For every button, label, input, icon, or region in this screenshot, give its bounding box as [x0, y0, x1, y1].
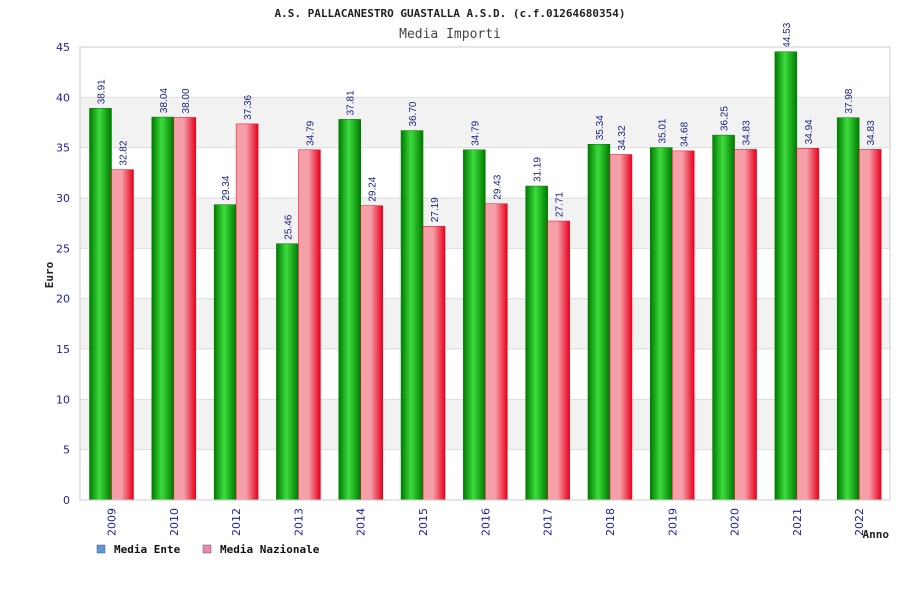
- background-band: [80, 97, 890, 148]
- data-label-media-ente-2020: 36.25: [720, 106, 731, 131]
- bar-media-ente-2021: [774, 51, 798, 501]
- bar-media-nazionale-2018: [609, 154, 633, 501]
- legend: Media Ente Media Nazionale: [96, 543, 320, 556]
- bar-media-ente-2020: [712, 134, 735, 501]
- data-label-media-nazionale-2022: 34.83: [866, 120, 877, 145]
- data-label-media-nazionale-2020: 34.83: [742, 120, 753, 145]
- x-tick-label-2022: 2022: [853, 508, 866, 536]
- data-label-media-nazionale-2019: 34.68: [679, 121, 690, 146]
- bar-media-ente-2014: [338, 119, 361, 501]
- bar-media-nazionale-2013: [298, 149, 321, 501]
- data-label-media-ente-2019: 35.01: [657, 118, 668, 143]
- bar-media-ente-2017: [525, 185, 548, 501]
- data-label-media-nazionale-2010: 38.00: [181, 88, 192, 113]
- bar-media-nazionale-2020: [734, 149, 757, 501]
- data-label-media-ente-2015: 36.70: [408, 101, 419, 126]
- data-label-media-ente-2013: 25.46: [283, 214, 294, 239]
- x-tick-label-2014: 2014: [355, 508, 368, 536]
- bar-media-nazionale-2014: [360, 205, 383, 501]
- bar-media-nazionale-2019: [672, 150, 695, 501]
- data-label-media-ente-2009: 38.91: [97, 79, 108, 104]
- x-tick-label-2021: 2021: [791, 508, 804, 536]
- y-tick-label: 0: [63, 494, 70, 507]
- data-label-media-ente-2022: 37.98: [844, 88, 855, 113]
- bar-media-nazionale-2015: [422, 226, 446, 501]
- x-tick-label-2020: 2020: [729, 508, 742, 536]
- legend-swatch-media-ente: [96, 544, 106, 554]
- y-tick-label: 40: [56, 91, 70, 104]
- x-tick-label-2019: 2019: [666, 508, 679, 536]
- bar-media-ente-2019: [650, 147, 673, 501]
- data-label-media-ente-2014: 37.81: [346, 90, 357, 115]
- bar-media-nazionale-2022: [858, 149, 882, 501]
- data-label-media-nazionale-2015: 27.19: [430, 197, 441, 222]
- x-axis-ticks: 2009 2010 2012 2013 2014 2015 2016 2017 2018 2019…: [106, 508, 867, 536]
- y-tick-label: 5: [63, 444, 70, 457]
- data-label-media-ente-2018: 35.34: [595, 115, 606, 140]
- bar-media-ente-2012: [213, 204, 237, 501]
- data-label-media-nazionale-2021: 34.94: [804, 119, 815, 144]
- x-tick-label-2017: 2017: [542, 508, 555, 536]
- chart-title: A.S. PALLACANESTRO GUASTALLA A.S.D. (c.f…: [275, 7, 626, 20]
- bar-media-ente-2010: [151, 116, 175, 501]
- x-tick-label-2010: 2010: [168, 508, 181, 536]
- bar-media-nazionale-2009: [111, 169, 134, 501]
- x-axis-label: Anno: [863, 528, 890, 541]
- data-label-media-ente-2010: 38.04: [159, 88, 170, 113]
- data-label-media-nazionale-2009: 32.82: [119, 140, 130, 165]
- legend-label-media-ente: Media Ente: [114, 543, 181, 556]
- data-label-media-nazionale-2017: 27.71: [555, 192, 566, 217]
- bar-media-nazionale-2010: [173, 117, 197, 501]
- legend-label-media-nazionale: Media Nazionale: [220, 543, 320, 556]
- bar-media-ente-2013: [276, 243, 299, 501]
- y-tick-label: 30: [56, 192, 70, 205]
- x-tick-label-2009: 2009: [106, 508, 119, 536]
- bar-media-ente-2009: [89, 108, 112, 501]
- x-tick-label-2016: 2016: [479, 508, 492, 536]
- x-tick-label-2013: 2013: [292, 508, 305, 536]
- data-labels: 38.91 32.82 38.04 38.00 29.34 37.36 25.46 34.79…: [97, 22, 878, 239]
- chart-subtitle: Media Importi: [399, 27, 501, 42]
- bars: [89, 51, 882, 501]
- data-label-media-ente-2012: 29.34: [221, 175, 232, 200]
- y-tick-label: 25: [56, 242, 70, 255]
- x-tick-label-2012: 2012: [230, 508, 243, 536]
- y-axis-ticks: 0 5 10 15 20 25 30 35 40 45: [56, 41, 70, 507]
- x-tick-label-2018: 2018: [604, 508, 617, 536]
- data-label-media-ente-2017: 31.19: [533, 157, 544, 182]
- data-label-media-ente-2016: 34.79: [470, 120, 481, 145]
- data-label-media-nazionale-2013: 34.79: [305, 120, 316, 145]
- y-tick-label: 35: [56, 142, 70, 155]
- y-tick-label: 45: [56, 41, 70, 54]
- x-tick-label-2015: 2015: [417, 508, 430, 536]
- data-label-media-nazionale-2018: 34.32: [617, 125, 628, 150]
- data-label-media-nazionale-2016: 29.43: [492, 174, 503, 199]
- bar-media-nazionale-2016: [485, 203, 508, 501]
- data-label-media-nazionale-2012: 37.36: [243, 94, 254, 119]
- y-tick-label: 15: [56, 343, 70, 356]
- data-label-media-nazionale-2014: 29.24: [368, 176, 379, 201]
- data-label-media-ente-2021: 44.53: [782, 22, 793, 47]
- y-axis-label: Euro: [43, 261, 56, 288]
- bar-media-ente-2015: [400, 130, 424, 501]
- bar-media-nazionale-2021: [796, 148, 820, 501]
- bar-media-ente-2022: [836, 117, 860, 501]
- legend-swatch-media-nazionale: [202, 544, 212, 554]
- bar-media-ente-2016: [463, 149, 486, 501]
- y-tick-label: 10: [56, 393, 70, 406]
- bar-media-nazionale-2017: [547, 220, 570, 501]
- bar-media-nazionale-2012: [235, 123, 259, 501]
- bar-media-ente-2018: [587, 143, 611, 501]
- y-tick-label: 20: [56, 293, 70, 306]
- plot-border: [79, 46, 891, 501]
